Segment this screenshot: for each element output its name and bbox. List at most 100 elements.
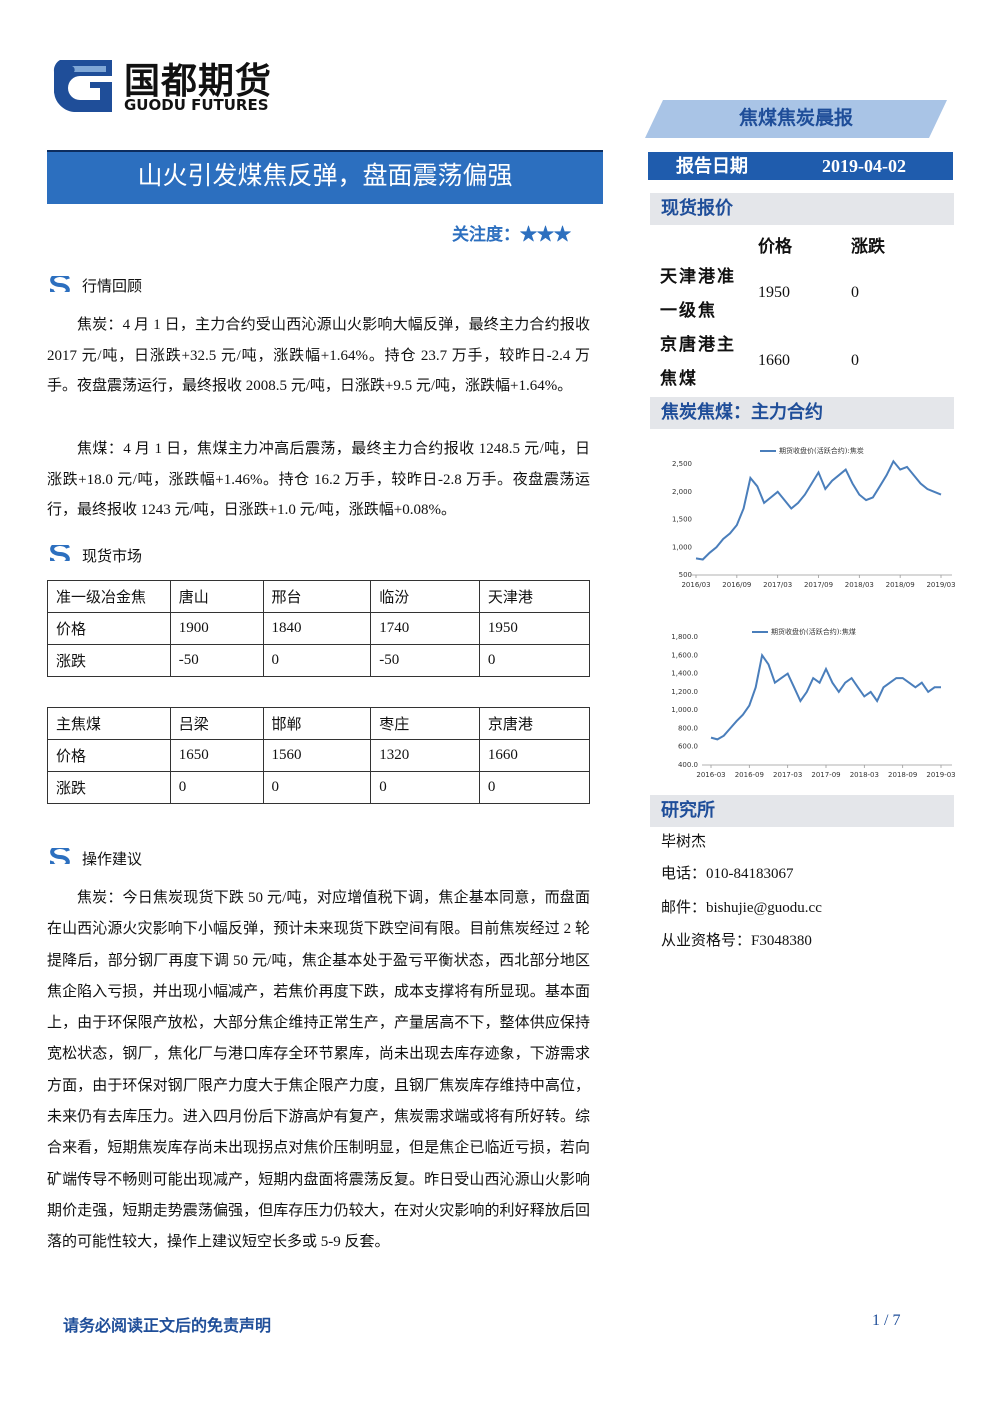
x-tick-label: 2019-03	[926, 771, 955, 779]
x-tick-label: 2018/09	[886, 581, 915, 589]
x-tick-label: 2018-03	[850, 771, 879, 779]
paragraph: 焦炭：4 月 1 日，主力合约受山西沁源山火影响大幅反弹，最终主力合约报收 20…	[47, 317, 590, 394]
table-cell: 1660	[478, 739, 591, 772]
x-tick-label: 2016-03	[696, 771, 725, 779]
sidebar-heading: 研究所	[650, 795, 954, 827]
paragraph: 焦煤：4 月 1 日，焦煤主力冲高后震荡，最终主力合约报收 1248.5 元/吨…	[47, 441, 590, 518]
title-box	[47, 150, 603, 204]
date-bar	[648, 152, 953, 180]
charts: 500 1,000 1,500 2,000 2,500 2016/03 2016/09 201…	[671, 446, 955, 779]
logo-en: GUODU FUTURES	[124, 96, 269, 114]
x-tick-label: 2017/03	[763, 581, 792, 589]
y-tick-label: 1,200.0	[671, 688, 698, 696]
column-header: 涨跌	[851, 237, 885, 256]
sidebar-heading: 现货报价	[650, 193, 954, 225]
section-icon	[50, 545, 70, 561]
section-heading: 现货市场	[82, 549, 143, 565]
table-cell: 0	[478, 644, 591, 677]
table-cell: 0	[262, 644, 372, 677]
y-tick-label: 500	[679, 571, 692, 579]
legend-label: 期货收盘价(活跃合约):焦煤	[771, 627, 856, 636]
email: 邮件：bishujie@guodu.cc	[661, 900, 822, 916]
table-cell: 邯郸	[262, 707, 372, 740]
spot-table: 主焦煤 吕梁 邯郸 枣庄 京唐港 价格 1650 1560 1320 1660 涨跌 0 0 0 0	[47, 707, 591, 804]
table-cell: 吕梁	[169, 707, 264, 740]
report-banner	[645, 100, 947, 138]
y-tick-label: 400.0	[678, 761, 698, 769]
y-tick-label: 2,500	[672, 460, 692, 468]
table-cell: 0	[478, 771, 591, 804]
price: 1660	[758, 352, 790, 369]
y-tick-label: 1,600.0	[671, 651, 698, 659]
x-tick-label: 2018/03	[845, 581, 874, 589]
x-tick-label: 2017-03	[773, 771, 802, 779]
legend-label: 期货收盘价(活跃合约):焦炭	[779, 446, 864, 455]
table-cell: 京唐港	[478, 707, 591, 740]
logo-cn: 国都期货	[124, 61, 273, 102]
x-tick-label: 2016-09	[735, 771, 764, 779]
spot-table: 准一级冶金焦 唐山 邢台 临汾 天津港 价格 1900 1840 1740 1950 涨跌 -50 0-…	[47, 580, 591, 677]
change: 0	[851, 284, 859, 301]
series-line	[695, 459, 942, 561]
row-name: 天津港准一级焦	[660, 267, 736, 320]
table-cell: 天津港	[478, 580, 591, 613]
price: 1950	[758, 284, 790, 301]
section-icon	[50, 276, 70, 292]
section-icon	[50, 848, 70, 864]
table-row: 价格 1900 1840 1740 1950	[47, 612, 591, 645]
table-row: 价格 1650 1560 1320 1660	[47, 739, 591, 772]
table-cell: 0	[370, 771, 480, 804]
x-tick-label: 2016/03	[681, 581, 710, 589]
attention: 关注度：★★★	[452, 225, 571, 244]
table-cell: 临汾	[370, 580, 480, 613]
table-cell: 价格	[47, 612, 171, 645]
section-heading: 操作建议	[82, 852, 143, 868]
date: 2019-04-02	[822, 156, 906, 176]
row-name: 京唐港主焦煤	[660, 335, 736, 388]
table-row: 涨跌 0 0 0 0	[47, 771, 591, 804]
series-line	[710, 652, 941, 741]
x-tick-label: 2017/09	[804, 581, 833, 589]
x-tick-label: 2018-09	[888, 771, 917, 779]
table-row: 涨跌 -50 0 -50 0	[47, 644, 591, 677]
license: 从业资格号：F3048380	[661, 933, 812, 949]
table-cell: 涨跌	[47, 771, 171, 804]
y-tick-label: 1,400.0	[671, 670, 698, 678]
column-header: 价格	[758, 237, 792, 256]
table-cell: -50	[169, 644, 264, 677]
x-tick-label: 2016/09	[722, 581, 751, 589]
phone: 电话：010-84183067	[661, 866, 794, 882]
y-tick-label: 2,000	[672, 488, 692, 496]
sidebar-heading: 焦炭焦煤：主力合约	[650, 397, 954, 429]
y-tick-label: 1,500	[672, 516, 692, 524]
disclaimer: 请务必阅读正文后的免责声明	[63, 1318, 272, 1335]
y-tick-label: 1,000.0	[671, 706, 698, 714]
table-cell: 准一级冶金焦	[47, 580, 171, 613]
page-number: 1 / 7	[872, 1312, 901, 1329]
change: 0	[851, 352, 859, 369]
y-tick-label: 800.0	[678, 724, 698, 732]
table-cell: 主焦煤	[47, 707, 171, 740]
paragraph: 焦炭：今日焦炭现货下跌 50 元/吨，对应增值税下调，焦企基本同意，而盘面在山西…	[47, 890, 590, 1251]
analyst: 毕树杰	[661, 834, 707, 850]
title: 山火引发煤焦反弹，盘面震荡偏强	[137, 163, 513, 190]
table-cell: 邢台	[262, 580, 372, 613]
y-tick-label: 600.0	[678, 743, 698, 751]
table-cell: 1900	[169, 612, 264, 645]
y-tick-label: 1,000	[672, 543, 692, 551]
table-row: 准一级冶金焦 唐山 邢台 临汾 天津港	[47, 580, 591, 613]
table-cell: 1950	[478, 612, 591, 645]
table-cell: 0	[262, 771, 372, 804]
logo-icon	[53, 60, 112, 112]
table-cell: -50	[370, 644, 480, 677]
date-label: 报告日期	[676, 156, 748, 176]
y-tick-label: 1,800.0	[671, 633, 698, 641]
section-heading: 行情回顾	[82, 279, 143, 295]
table-cell: 涨跌	[47, 644, 171, 677]
table-cell: 0	[169, 771, 264, 804]
x-tick-label: 2019/03	[926, 581, 955, 589]
table-row: 主焦煤 吕梁 邯郸 枣庄 京唐港	[47, 707, 591, 740]
table-cell: 价格	[47, 739, 171, 772]
x-tick-label: 2017-09	[811, 771, 840, 779]
